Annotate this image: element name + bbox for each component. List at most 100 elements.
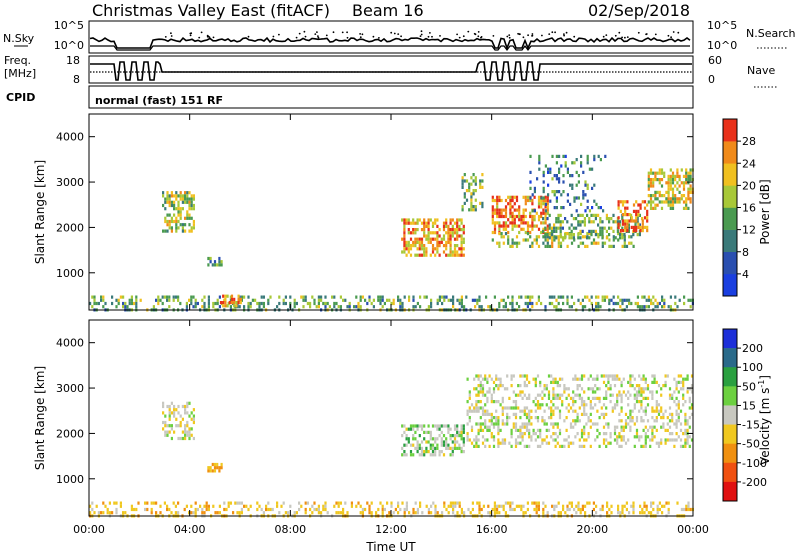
power-cell <box>168 194 171 198</box>
velocity-cell <box>466 435 469 439</box>
power-cell <box>491 208 494 212</box>
power-cell <box>634 301 637 306</box>
power-cell <box>379 301 382 306</box>
velocity-cell <box>534 409 537 413</box>
velocity-cell <box>664 441 667 445</box>
velocity-cell <box>607 422 610 426</box>
power-cell <box>518 230 521 235</box>
power-cell <box>456 250 459 254</box>
velocity-cell <box>201 511 204 515</box>
velocity-cell <box>580 444 584 448</box>
power-cell <box>511 301 514 306</box>
power-cell <box>399 305 402 309</box>
velocity-cell <box>660 387 663 391</box>
velocity-cell <box>477 384 480 388</box>
power-cell <box>407 244 410 248</box>
power-cell <box>621 229 625 233</box>
velocity-cell <box>657 409 661 413</box>
power-cell <box>632 229 636 233</box>
velocity-cell <box>517 441 520 445</box>
velocity-cell <box>475 374 478 378</box>
power-cell <box>302 298 305 302</box>
power-cell <box>591 167 594 171</box>
velocity-cell <box>556 384 559 388</box>
velocity-cell <box>572 400 575 404</box>
power-cell <box>654 298 657 302</box>
velocity-cell <box>572 403 575 407</box>
power-cell <box>685 168 688 172</box>
power-cell <box>553 193 556 197</box>
velocity-cell <box>677 416 680 420</box>
velocity-cell <box>368 504 371 508</box>
velocity-cell <box>168 404 171 409</box>
velocity-cell <box>481 387 485 391</box>
velocity-cell <box>682 387 685 391</box>
power-cell <box>661 295 664 299</box>
velocity-cell <box>267 507 270 512</box>
velocity-cell <box>418 424 421 428</box>
velocity-cell <box>355 504 358 508</box>
velocity-cell <box>633 403 636 407</box>
power-cell <box>423 231 426 235</box>
power-cell <box>474 198 477 202</box>
velocity-cell <box>220 466 223 470</box>
velocity-cell <box>488 412 491 416</box>
nsky-dot <box>208 36 211 38</box>
power-cell <box>612 213 615 217</box>
velocity-cell <box>643 511 646 515</box>
velocity-cell <box>499 441 502 445</box>
power-cell <box>540 230 543 235</box>
nsky-dot <box>548 33 551 35</box>
velocity-cell <box>653 409 656 413</box>
power-cell <box>547 193 550 197</box>
power-cell <box>181 223 184 227</box>
power-cell <box>493 211 497 215</box>
velocity-cell <box>620 438 623 442</box>
power-cell <box>463 179 466 183</box>
power-cell <box>630 301 633 306</box>
velocity-cell <box>514 444 518 448</box>
power-cell <box>637 203 640 207</box>
power-cell <box>637 209 640 213</box>
velocity-cell <box>547 441 551 445</box>
power-cell <box>584 295 587 299</box>
power-cell <box>453 231 457 235</box>
velocity-cell <box>449 501 452 505</box>
power-cell <box>190 229 193 233</box>
power-cell <box>624 200 627 204</box>
velocity-cell <box>397 511 400 515</box>
velocity-cell <box>579 507 582 512</box>
power-cell <box>652 301 655 306</box>
velocity-cell <box>566 507 569 512</box>
velocity-cell <box>627 416 630 420</box>
power-cell <box>504 224 508 228</box>
velocity-cell <box>514 406 518 410</box>
velocity-cell <box>532 377 535 381</box>
velocity-frame <box>88 319 694 517</box>
velocity-cell <box>523 422 526 426</box>
velocity-cell <box>408 511 411 515</box>
velocity-cell <box>565 428 568 432</box>
power-cell <box>520 218 523 222</box>
power-cell <box>553 226 556 230</box>
nsky-dot <box>427 35 430 38</box>
colorbar-tick-label: -200 <box>742 476 767 489</box>
power-cell <box>342 298 345 302</box>
power-cell <box>491 218 494 222</box>
power-cell <box>179 213 182 217</box>
nsky-dot <box>298 32 301 35</box>
power-cell <box>667 197 670 201</box>
power-cell <box>568 236 571 240</box>
power-cell <box>619 209 622 213</box>
velocity-cell <box>525 416 529 420</box>
power-cell <box>542 221 545 225</box>
velocity-cell <box>190 511 193 515</box>
power-cell <box>577 298 580 302</box>
velocity-cell <box>605 406 608 410</box>
nsky-dot <box>621 36 623 39</box>
power-cell <box>102 305 105 309</box>
power-cell <box>669 187 672 191</box>
velocity-cell <box>583 390 586 394</box>
power-cell <box>577 223 580 227</box>
power-cell <box>682 200 686 204</box>
